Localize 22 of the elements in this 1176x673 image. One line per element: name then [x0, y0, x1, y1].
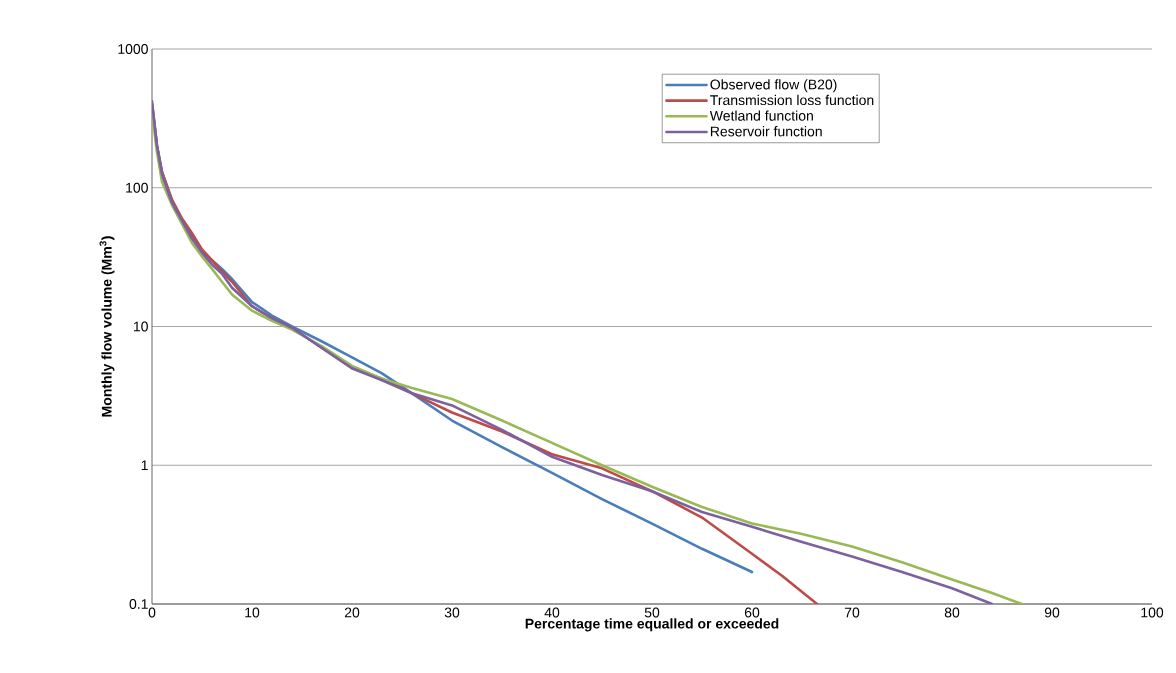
y-tick-label: 1000 [118, 44, 148, 54]
y-tick-label: 10 [133, 321, 148, 332]
x-tick-label: 90 [1044, 607, 1060, 618]
x-tick-label: 0 [148, 607, 156, 618]
x-tick-label: 70 [844, 607, 860, 618]
x-tick-label: 40 [544, 607, 560, 618]
legend-label: Wetland function [709, 110, 813, 121]
x-tick-label: 30 [444, 607, 460, 618]
x-tick-label: 100 [1141, 607, 1164, 618]
x-tick-label: 80 [944, 607, 960, 618]
y-axis-title: Monthly flow volume (Mm$^{3}$) [99, 236, 115, 417]
y-tick-label: 0.1 [129, 599, 148, 609]
x-tick-label: 10 [245, 607, 260, 618]
x-tick-label: 20 [344, 607, 360, 618]
y-tick-label: 100 [126, 182, 148, 193]
y-tick-label: 1 [141, 460, 148, 471]
legend-label: Transmission loss function [710, 94, 874, 106]
x-tick-label: 50 [644, 607, 660, 618]
x-axis-title: Percentage time equalled or exceeded [525, 618, 779, 632]
legend-label: Reservoir function [710, 126, 822, 137]
x-tick-label: 60 [744, 607, 760, 618]
legend-label: Observed flow (B20) [710, 79, 837, 93]
